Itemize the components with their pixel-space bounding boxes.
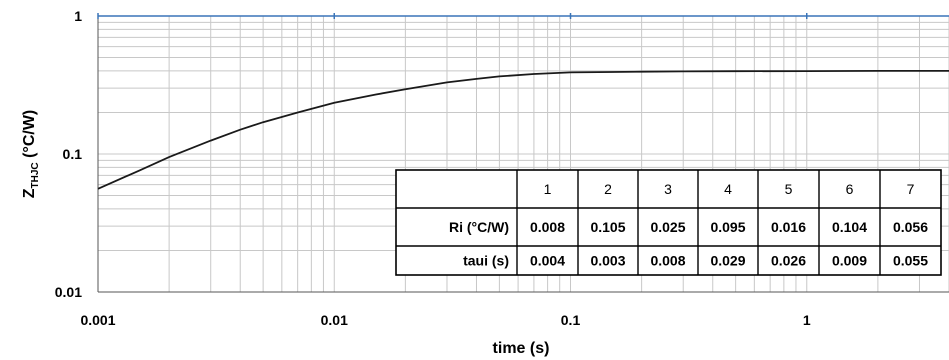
table-header-cell: 4	[724, 181, 732, 197]
y-tick-label: 1	[74, 8, 82, 24]
impedance-curve	[97, 70, 949, 190]
y-axis-title-sub: THJC	[30, 162, 41, 188]
table-cell: 0.004	[530, 253, 565, 269]
y-tick-labels: 0.01 0.1 1	[55, 8, 82, 300]
table-row-label: taui (s)	[463, 253, 509, 269]
y-tick-label: 0.01	[55, 284, 82, 300]
table-cell: 0.003	[590, 253, 625, 269]
table-header-cell: 3	[664, 181, 672, 197]
table-cell: 0.105	[590, 219, 625, 235]
table-background	[395, 169, 942, 276]
y-axis-title: ZTHJC (°C/W)	[21, 110, 41, 199]
table-header-cell: 5	[785, 181, 793, 197]
table-cell: 0.025	[650, 219, 685, 235]
y-axis-title-main: Z	[21, 188, 38, 198]
x-axis-title: time (s)	[493, 340, 550, 357]
table-cell: 0.016	[771, 219, 806, 235]
table-cell: 0.095	[710, 219, 745, 235]
table-cell: 0.056	[893, 219, 928, 235]
table-cell: 0.104	[832, 219, 867, 235]
x-tick-label: 0.01	[321, 312, 348, 328]
y-tick-label: 0.1	[63, 146, 83, 162]
x-tick-label: 0.001	[80, 312, 115, 328]
table-header-cell: 6	[846, 181, 854, 197]
x-tick-label: 0.1	[561, 312, 581, 328]
foster-parameter-table: 1 2 3 4 5 6 7 Ri (°C/W) 0.008 0.105 0.025 0.095 0.01…	[395, 169, 942, 276]
table-cell: 0.009	[832, 253, 867, 269]
x-tick-label: 1	[803, 312, 811, 328]
table-header-cell: 2	[604, 181, 612, 197]
table-cell: 0.055	[893, 253, 928, 269]
table-header-cell: 1	[544, 181, 552, 197]
table-cell: 0.029	[710, 253, 745, 269]
table-row-label: Ri (°C/W)	[449, 219, 509, 235]
table-cell: 0.008	[530, 219, 565, 235]
table-cell: 0.008	[650, 253, 685, 269]
table-cell: 0.026	[771, 253, 806, 269]
table-header-cell: 7	[907, 181, 915, 197]
x-tick-labels: 0.001 0.01 0.1 1	[80, 312, 810, 328]
y-axis-title-unit: (°C/W)	[21, 110, 38, 163]
top-tick-marks	[97, 13, 808, 19]
